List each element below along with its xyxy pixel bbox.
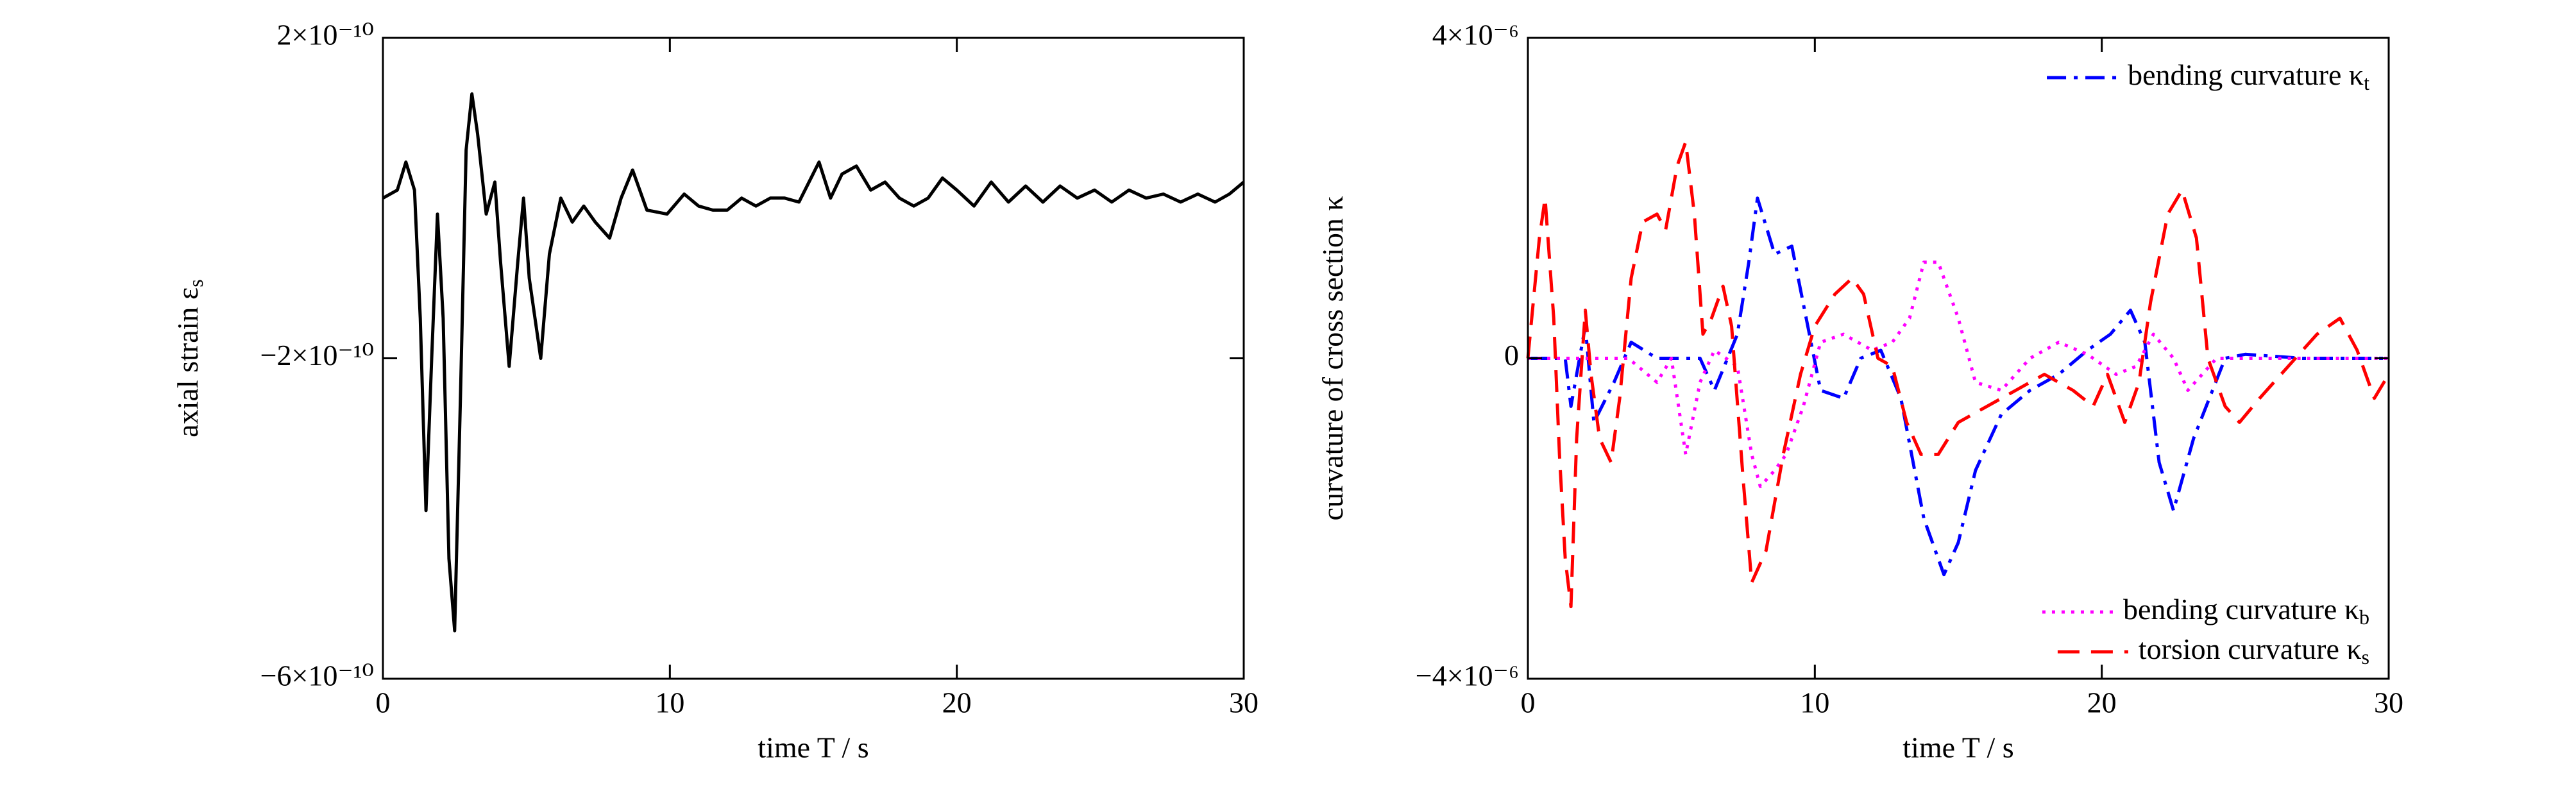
- x-axis-label: time T / s: [758, 731, 869, 764]
- y-tick-label: 0: [1504, 339, 1519, 371]
- data-line: [1528, 260, 2389, 488]
- x-tick-label: 20: [2087, 686, 2117, 719]
- y-axis-label-text: curvature of cross section κ: [1316, 196, 1349, 521]
- x-tick-label: 30: [1229, 686, 1258, 719]
- x-tick-label: 0: [1521, 686, 1536, 719]
- data-line: [1528, 196, 2389, 577]
- data-line: [382, 92, 1245, 633]
- legend-sub: t: [2364, 71, 2369, 94]
- x-tick-label: 10: [1800, 686, 1829, 719]
- plot-frame: [382, 37, 1245, 680]
- y-axis-label: axial strain εs: [171, 279, 208, 437]
- x-tick-label: 10: [655, 686, 684, 719]
- legend-name: torsion curvature κ: [2139, 633, 2362, 665]
- y-tick-label: −6×10⁻¹⁰: [260, 659, 374, 692]
- legend-label: bending curvature κt: [2128, 58, 2369, 95]
- x-axis-label: time T / s: [1902, 731, 2013, 764]
- y-axis-label: curvature of cross section κ: [1316, 196, 1349, 521]
- y-tick-label: 4×10⁻⁶: [1432, 19, 1519, 51]
- y-axis-label-text: axial strain ε: [171, 287, 204, 438]
- legend-name: bending curvature κ: [2128, 58, 2364, 91]
- legend-label: torsion curvature κs: [2139, 633, 2369, 669]
- legend-sub: s: [2362, 645, 2369, 668]
- y-tick-label: 2×10⁻¹⁰: [277, 19, 374, 51]
- x-tick-label: 0: [376, 686, 391, 719]
- data-line: [1526, 140, 2391, 609]
- legend-name: bending curvature κ: [2123, 593, 2359, 625]
- x-tick-label: 30: [2374, 686, 2403, 719]
- x-tick-label: 20: [942, 686, 972, 719]
- legend-label: bending curvature κb: [2123, 593, 2369, 629]
- y-tick-label: −4×10⁻⁶: [1416, 659, 1519, 692]
- y-axis-label-sub: s: [184, 279, 207, 287]
- y-tick-label: −2×10⁻¹⁰: [260, 339, 374, 371]
- legend-sub: b: [2359, 606, 2369, 629]
